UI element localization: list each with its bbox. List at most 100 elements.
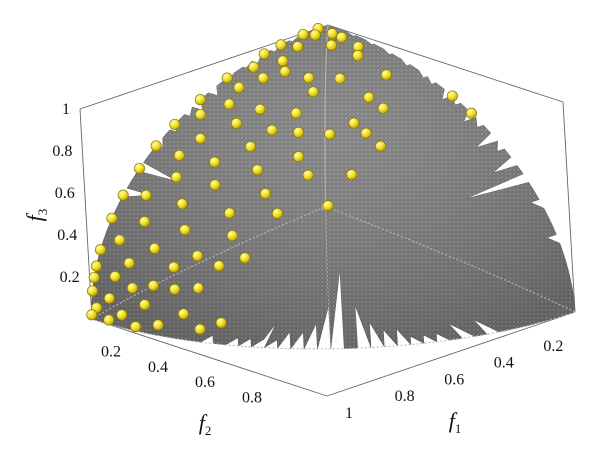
data-point xyxy=(168,261,180,273)
data-point xyxy=(233,81,245,94)
data-point xyxy=(179,224,191,236)
data-point xyxy=(254,103,266,115)
data-point xyxy=(221,72,233,84)
tick-labels: 0.2 0.4 0.6 0.8 1 0.2 0.4 0.6 0.8 0.2 0.4 0.6 0.8 1 xyxy=(52,101,563,422)
data-point xyxy=(152,319,164,331)
data-point xyxy=(116,309,128,321)
data-point xyxy=(275,39,287,51)
data-point xyxy=(336,31,348,43)
data-point xyxy=(223,98,235,110)
data-point xyxy=(348,117,360,129)
data-point xyxy=(244,141,257,153)
data-point xyxy=(209,156,221,168)
data-point xyxy=(192,282,204,294)
data-point xyxy=(149,242,161,254)
data-point xyxy=(226,230,238,242)
data-point xyxy=(292,126,305,138)
data-point xyxy=(380,69,392,81)
data-point xyxy=(213,260,225,272)
data-point xyxy=(209,179,221,191)
f2-tick-label: 0.4 xyxy=(148,359,168,376)
data-point xyxy=(106,212,118,224)
data-point xyxy=(126,282,138,294)
data-point xyxy=(117,189,129,201)
data-point xyxy=(130,321,142,333)
sphere-shading xyxy=(91,25,575,349)
f1-axis-label: f1 xyxy=(449,408,462,436)
f2-tick-label: 0.8 xyxy=(242,390,262,407)
data-point xyxy=(109,270,121,283)
data-point xyxy=(123,257,135,269)
f3-tick-label: 1 xyxy=(62,101,70,118)
data-point xyxy=(259,188,272,200)
data-point xyxy=(303,72,315,84)
data-point xyxy=(363,91,375,103)
f2-tick-label: 0.2 xyxy=(101,343,121,360)
data-point xyxy=(230,117,242,129)
data-point xyxy=(194,108,207,121)
data-point xyxy=(258,48,270,60)
f3-tick-label: 0.8 xyxy=(52,143,72,160)
f1-tick-label: 0.2 xyxy=(543,338,563,355)
data-point xyxy=(352,50,364,62)
frame-edge xyxy=(327,24,564,103)
data-point xyxy=(307,86,319,98)
f2-axis-label: f2 xyxy=(199,410,212,438)
data-point xyxy=(169,283,181,295)
data-point xyxy=(360,127,372,139)
data-point xyxy=(86,309,98,321)
data-point xyxy=(292,151,305,163)
data-point xyxy=(140,189,152,201)
data-point xyxy=(277,55,289,67)
f3-tick-label: 0.4 xyxy=(57,227,77,244)
frame-edge xyxy=(326,311,576,397)
frame-edge xyxy=(562,101,576,313)
seam-diagonal-vertical xyxy=(324,24,332,349)
axis-frame xyxy=(79,24,576,397)
data-point xyxy=(446,90,458,102)
data-point xyxy=(138,216,151,228)
data-point xyxy=(90,260,102,272)
f3-tick-label: 0.2 xyxy=(60,269,80,286)
data-point xyxy=(94,244,107,256)
data-point xyxy=(266,124,278,136)
f1-tick-label: 1 xyxy=(345,405,353,422)
seam-to-center xyxy=(325,206,576,313)
data-point xyxy=(176,198,188,210)
data-point xyxy=(325,39,338,51)
data-point xyxy=(302,169,314,181)
data-point xyxy=(114,234,126,246)
data-point xyxy=(86,285,99,297)
data-point xyxy=(147,280,159,292)
data-point xyxy=(194,132,207,145)
data-point xyxy=(290,107,302,119)
data-point xyxy=(251,164,264,176)
frame-edge xyxy=(91,318,328,397)
seam-to-center xyxy=(91,206,326,320)
data-point xyxy=(150,140,162,152)
data-point xyxy=(279,65,291,78)
data-point xyxy=(224,207,236,219)
data-point xyxy=(177,308,190,320)
data-point xyxy=(133,162,146,174)
data-point xyxy=(239,252,251,264)
f3-axis-label: f3 xyxy=(22,209,50,222)
data-point xyxy=(215,317,227,329)
data-point xyxy=(103,292,115,304)
f1-tick-label: 0.8 xyxy=(395,388,415,405)
data-point xyxy=(194,323,206,335)
data-point xyxy=(465,107,477,119)
data-point xyxy=(271,207,283,220)
frame-edge xyxy=(79,108,93,320)
data-point xyxy=(377,102,389,114)
pareto-front-surface xyxy=(91,24,576,350)
data-point xyxy=(248,61,260,73)
data-points xyxy=(86,22,477,335)
data-point xyxy=(346,169,358,181)
data-point xyxy=(326,28,338,40)
data-point xyxy=(170,171,182,183)
data-point xyxy=(169,118,181,130)
data-point xyxy=(88,271,100,284)
data-point xyxy=(139,299,151,311)
f1-tick-label: 0.6 xyxy=(444,371,464,388)
